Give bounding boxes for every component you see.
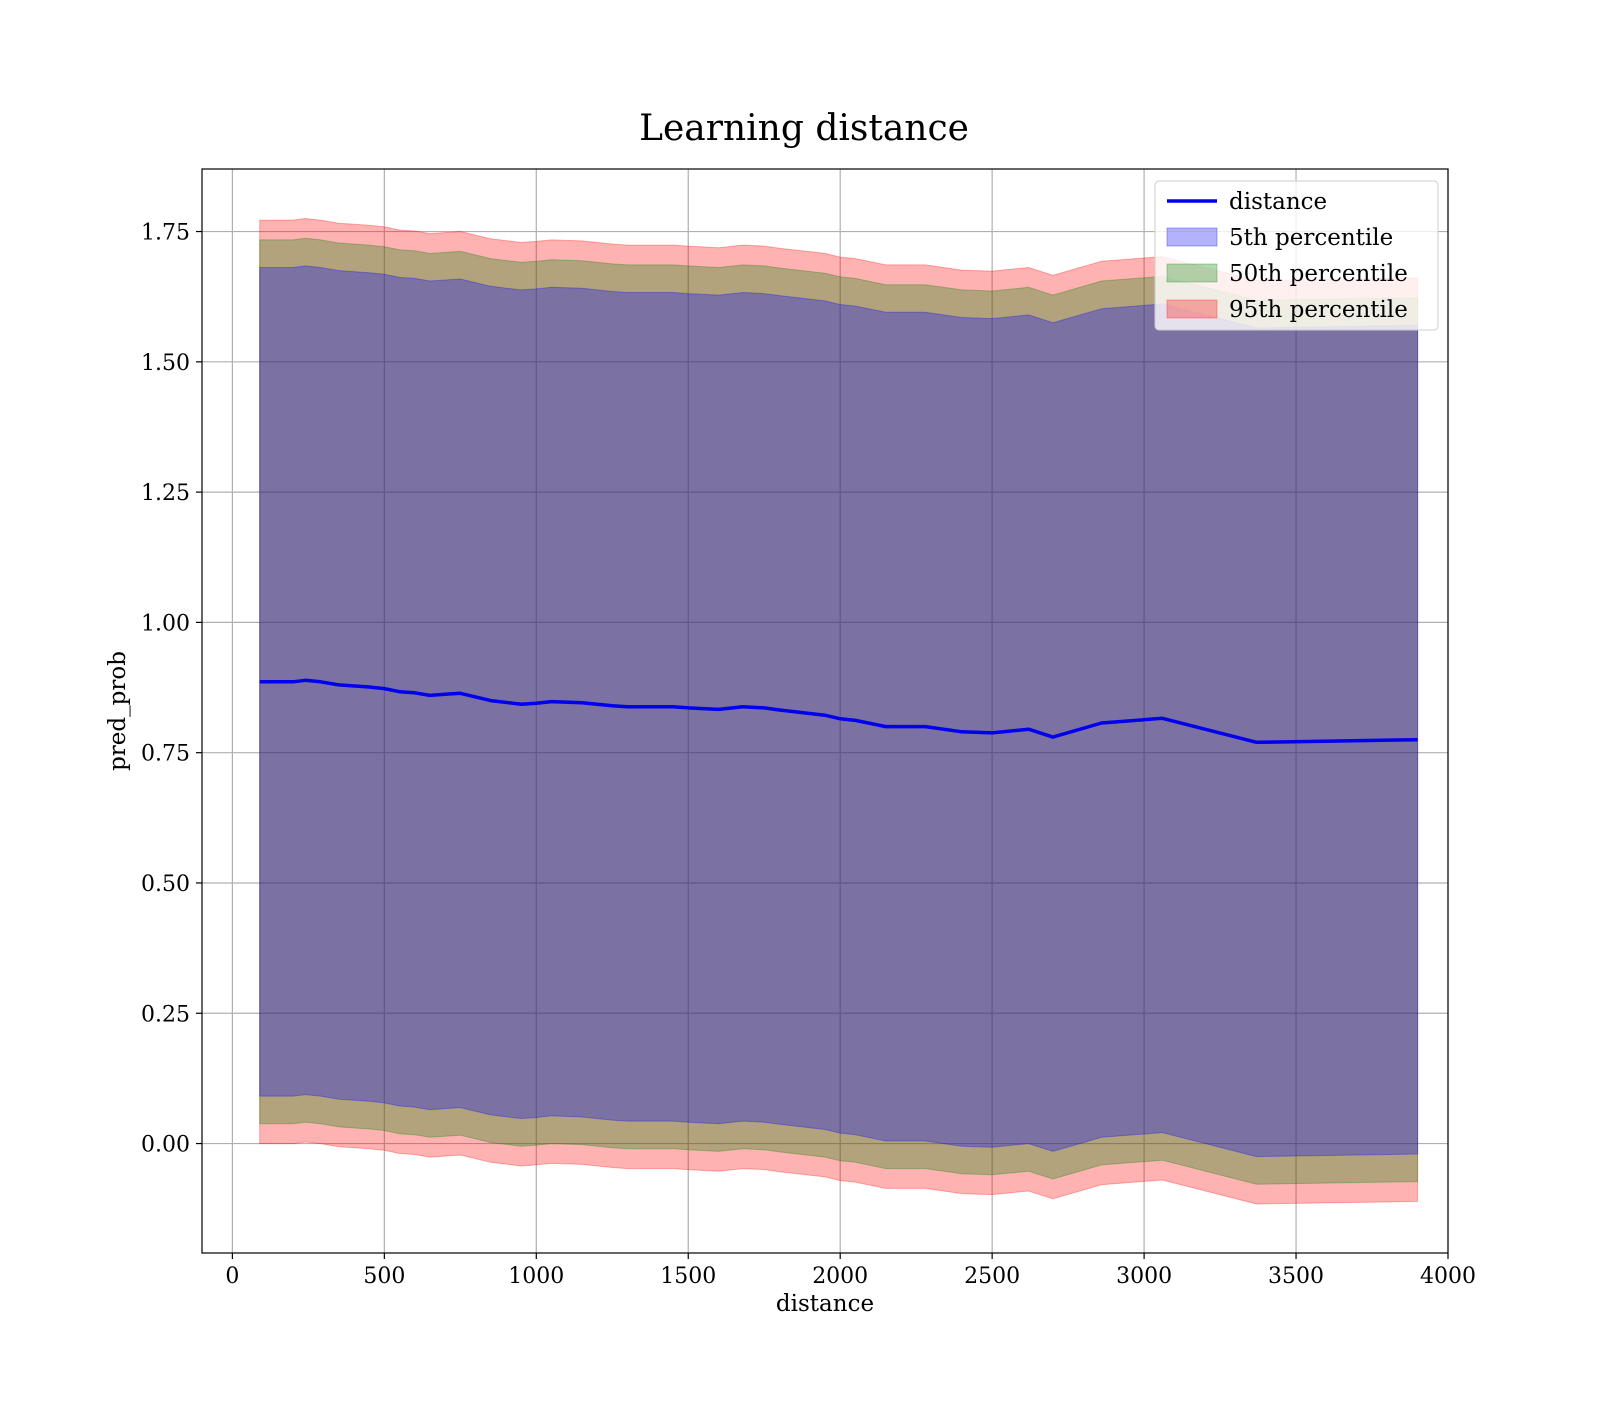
y-tick-label: 0.00 [141, 1133, 190, 1158]
series-lines [259, 678, 1418, 745]
band-50th-percentile [259, 237, 1419, 1185]
x-tick-label: 3500 [1268, 1264, 1324, 1289]
band-5th-percentile [259, 265, 1419, 1158]
y-tick-label: 0.25 [141, 1002, 190, 1027]
legend-label-5th-percentile: 5th percentile [1229, 225, 1393, 251]
band-95th-percentile [259, 217, 1419, 1205]
y-tick-label: 0.75 [141, 742, 190, 767]
percentile-bands [259, 217, 1419, 1205]
x-axis-label: distance [776, 1291, 874, 1317]
x-tick-label: 3000 [1116, 1264, 1172, 1289]
legend-swatch-5th-percentile [1166, 227, 1218, 247]
legend-label-50th-percentile: 50th percentile [1229, 261, 1408, 287]
line-distance [259, 678, 1418, 745]
x-tick-label: 2500 [964, 1264, 1020, 1289]
axis-ticks: 0 500 1000 1500 2000 2500 3000 3500 4000 0.00 0.25… [141, 221, 1476, 1289]
y-tick-label: 1.75 [141, 221, 190, 246]
plot-frame [201, 168, 1449, 1254]
x-tick-label: 0 [225, 1264, 239, 1289]
chart-title: Learning distance [639, 108, 969, 149]
x-tick-label: 4000 [1420, 1264, 1476, 1289]
legend-label-95th-percentile: 95th percentile [1229, 297, 1408, 323]
y-tick-label: 1.50 [141, 351, 190, 376]
y-axis-label: pred_prob [105, 651, 131, 771]
y-tick-label: 1.25 [141, 481, 190, 506]
x-tick-label: 1000 [508, 1264, 564, 1289]
legend-swatch-95th-percentile [1166, 299, 1218, 319]
x-tick-label: 1500 [660, 1264, 716, 1289]
legend: distance 5th percentile 50th percentile 95t… [1154, 180, 1439, 331]
x-tick-label: 500 [363, 1264, 405, 1289]
y-tick-label: 0.50 [141, 872, 190, 897]
legend-swatch-50th-percentile [1166, 263, 1218, 283]
legend-label-distance: distance [1229, 189, 1327, 215]
y-tick-label: 1.00 [141, 611, 190, 636]
x-tick-label: 2000 [812, 1264, 868, 1289]
legend-box [1154, 180, 1439, 331]
